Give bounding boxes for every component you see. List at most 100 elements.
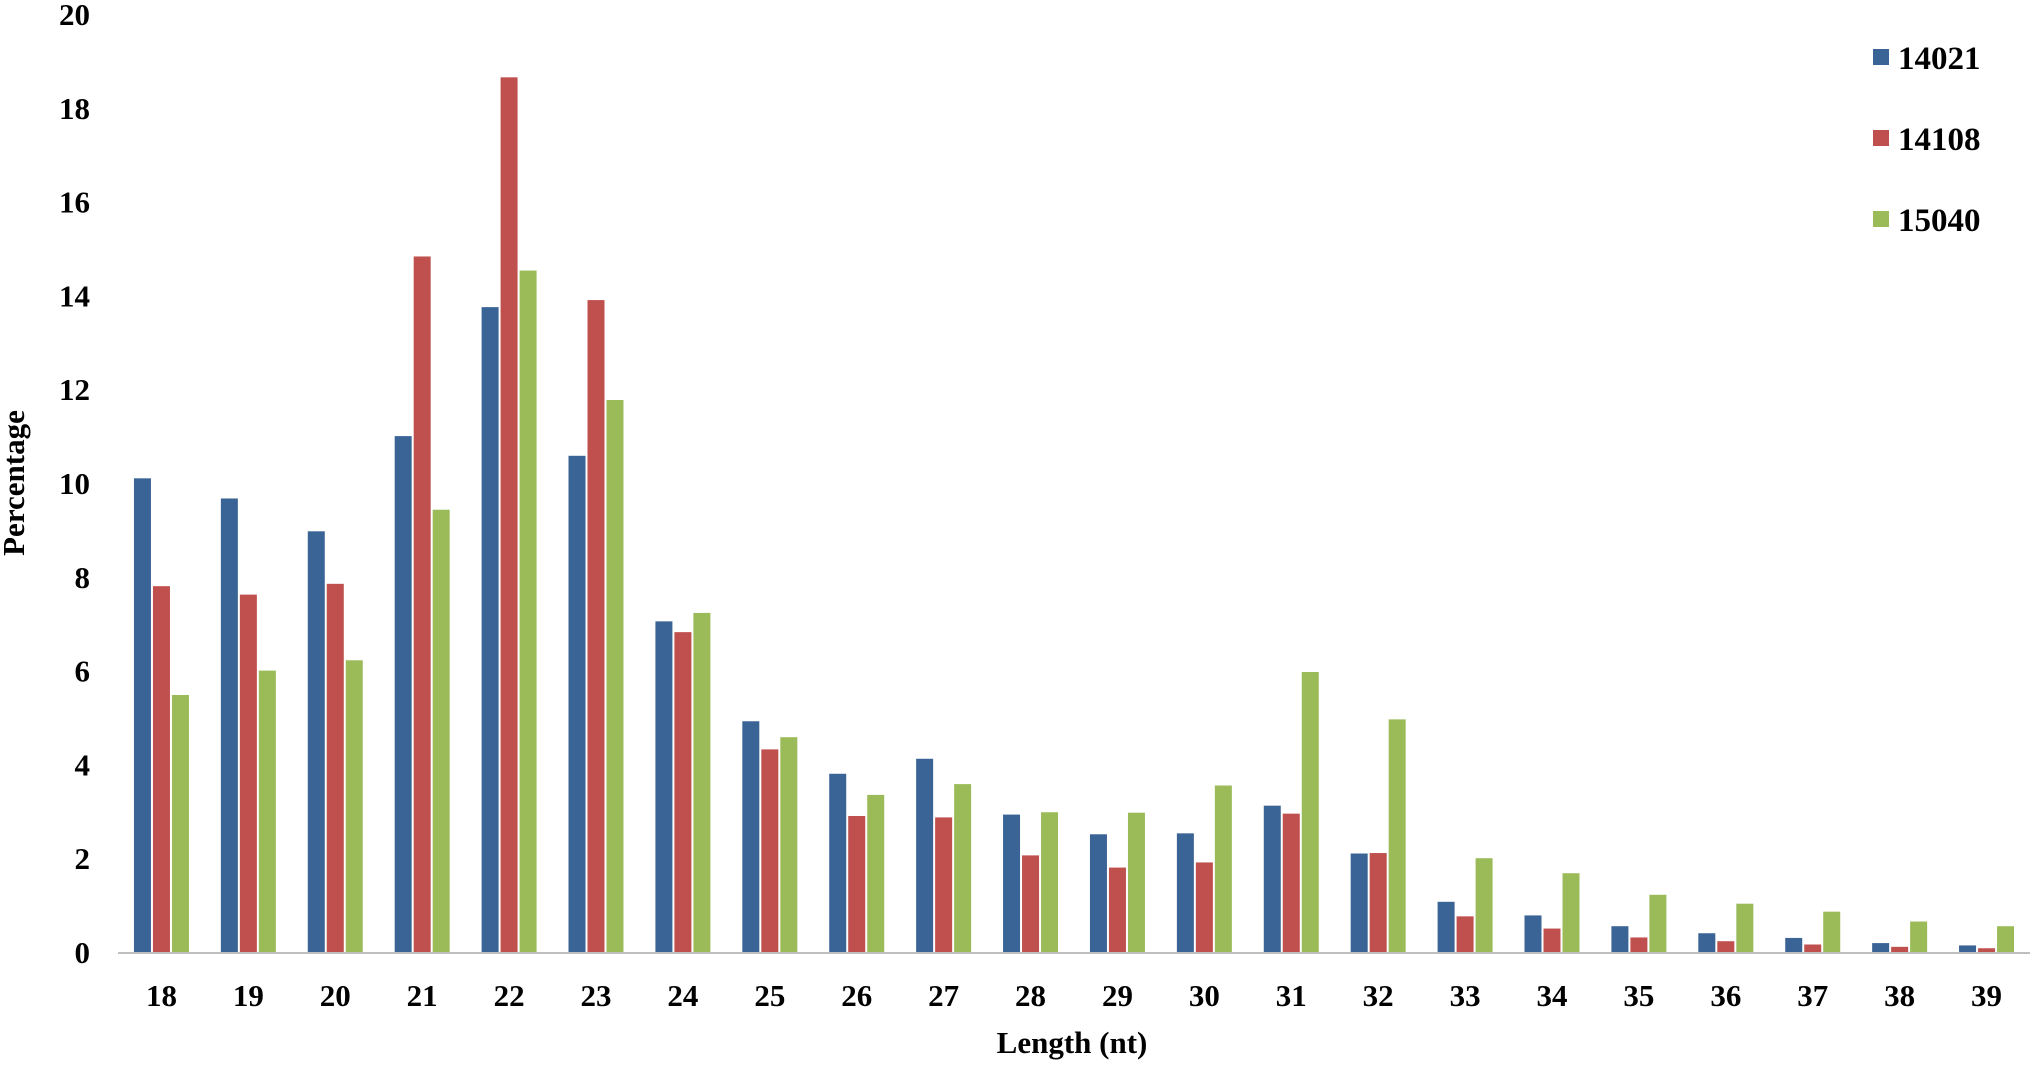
y-tick-label: 18 xyxy=(59,91,90,126)
y-tick-label: 14 xyxy=(59,278,90,313)
x-tick-label: 32 xyxy=(1363,978,1394,1013)
x-tick-label: 18 xyxy=(146,978,177,1013)
x-tick-label: 39 xyxy=(1971,978,2002,1013)
bar-15040-31 xyxy=(1301,672,1319,952)
legend-swatch-14021 xyxy=(1873,49,1889,65)
bar-14108-33 xyxy=(1456,916,1474,952)
bar-15040-34 xyxy=(1562,873,1580,952)
y-tick-label: 10 xyxy=(59,466,90,501)
bar-14108-32 xyxy=(1369,853,1387,952)
bar-15040-37 xyxy=(1823,911,1841,952)
x-tick-label: 23 xyxy=(581,978,612,1013)
bar-14108-39 xyxy=(1978,948,1996,952)
legend: 14021 14108 15040 xyxy=(1873,41,1981,239)
bar-14108-29 xyxy=(1108,867,1126,952)
y-axis-title: Percentage xyxy=(0,410,31,556)
x-tick-label: 27 xyxy=(928,978,959,1013)
x-tick-label: 20 xyxy=(320,978,351,1013)
bar-14108-28 xyxy=(1022,855,1040,952)
bar-15040-26 xyxy=(867,794,885,952)
legend-swatch-15040 xyxy=(1873,211,1889,227)
legend-swatch-14108 xyxy=(1873,130,1889,146)
x-axis-tick-labels: 18 19 20 21 22 23 24 25 26 27 28 29 30 31 32 33 34 35 36 37… xyxy=(146,978,2002,1013)
bar-15040-36 xyxy=(1736,903,1754,952)
bar-14021-29 xyxy=(1089,834,1107,952)
bar-14108-30 xyxy=(1195,862,1213,952)
x-tick-label: 38 xyxy=(1884,978,1915,1013)
legend-label-15040: 15040 xyxy=(1898,203,1981,239)
bar-14021-21 xyxy=(394,436,412,953)
bar-15040-32 xyxy=(1388,719,1406,952)
bar-14108-20 xyxy=(326,583,344,952)
bar-15040-35 xyxy=(1649,894,1667,952)
y-tick-label: 6 xyxy=(75,654,91,689)
bar-14108-24 xyxy=(674,632,692,952)
bar-14021-33 xyxy=(1437,901,1455,952)
y-tick-label: 20 xyxy=(59,0,90,32)
bar-15040-24 xyxy=(693,612,711,952)
bar-14108-38 xyxy=(1891,946,1909,952)
legend-label-14021: 14021 xyxy=(1898,41,1981,77)
bar-14021-19 xyxy=(220,498,238,952)
bar-14021-37 xyxy=(1785,937,1803,952)
bar-14021-31 xyxy=(1263,805,1281,952)
bar-15040-21 xyxy=(432,509,450,952)
x-tick-label: 30 xyxy=(1189,978,1220,1013)
bar-15040-18 xyxy=(171,694,189,952)
bar-15040-28 xyxy=(1041,812,1059,952)
bar-14021-26 xyxy=(829,773,847,952)
x-tick-label: 37 xyxy=(1797,978,1828,1013)
x-tick-label: 21 xyxy=(407,978,438,1013)
bar-14108-37 xyxy=(1804,944,1822,952)
bar-15040-19 xyxy=(258,670,276,952)
x-tick-label: 35 xyxy=(1623,978,1654,1013)
bar-14021-39 xyxy=(1959,945,1977,952)
bar-14108-34 xyxy=(1543,928,1561,952)
bar-15040-33 xyxy=(1475,858,1493,952)
bar-14021-25 xyxy=(742,721,760,952)
bar-14021-22 xyxy=(481,307,499,952)
x-tick-label: 33 xyxy=(1450,978,1481,1013)
bar-14021-24 xyxy=(655,621,673,952)
bar-15040-38 xyxy=(1910,921,1928,952)
bar-14021-32 xyxy=(1350,853,1368,952)
x-tick-label: 24 xyxy=(667,978,698,1013)
x-tick-label: 36 xyxy=(1710,978,1741,1013)
bar-14021-30 xyxy=(1176,833,1194,952)
x-tick-label: 26 xyxy=(841,978,872,1013)
bar-14108-35 xyxy=(1630,937,1648,952)
bar-14021-34 xyxy=(1524,915,1542,952)
bar-15040-29 xyxy=(1127,812,1145,952)
bar-15040-27 xyxy=(954,784,972,952)
bar-14108-25 xyxy=(761,749,779,952)
y-tick-label: 8 xyxy=(75,560,91,595)
x-tick-label: 28 xyxy=(1015,978,1046,1013)
bar-15040-39 xyxy=(1997,926,2015,952)
bar-14021-36 xyxy=(1698,933,1716,952)
bar-14021-38 xyxy=(1872,943,1890,952)
bar-15040-20 xyxy=(345,660,363,952)
bar-14108-23 xyxy=(587,300,605,953)
bar-14021-35 xyxy=(1611,926,1629,952)
x-tick-label: 22 xyxy=(494,978,525,1013)
x-tick-label: 29 xyxy=(1102,978,1133,1013)
bar-14021-23 xyxy=(568,455,586,952)
y-tick-label: 0 xyxy=(75,935,91,970)
y-tick-label: 12 xyxy=(59,372,90,407)
bar-14021-18 xyxy=(133,478,151,952)
y-tick-label: 16 xyxy=(59,185,90,220)
bar-series-group xyxy=(133,77,2015,953)
bar-15040-25 xyxy=(780,737,798,952)
x-tick-label: 31 xyxy=(1276,978,1307,1013)
bar-15040-23 xyxy=(606,399,624,952)
bar-14108-26 xyxy=(848,815,866,952)
y-tick-label: 2 xyxy=(75,841,91,876)
legend-label-14108: 14108 xyxy=(1898,122,1981,158)
bar-14108-19 xyxy=(239,594,257,952)
bar-15040-30 xyxy=(1214,785,1232,952)
x-axis-title: Length (nt) xyxy=(997,1025,1148,1060)
bar-14108-22 xyxy=(500,77,518,952)
bar-15040-22 xyxy=(519,270,537,953)
